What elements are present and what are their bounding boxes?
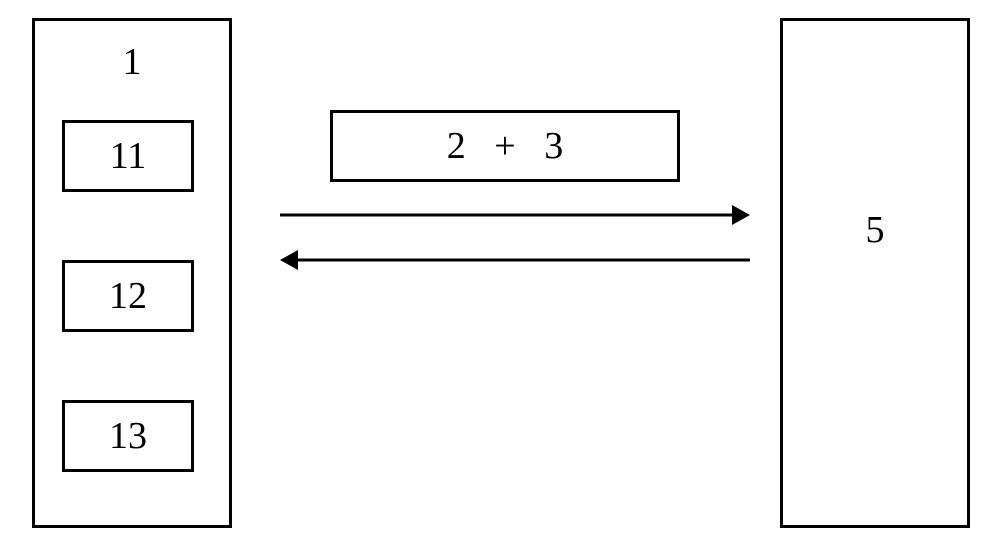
bidirectional-arrows [0,0,1000,559]
diagram-stage: 1 11 12 13 5 2 + 3 [0,0,1000,559]
